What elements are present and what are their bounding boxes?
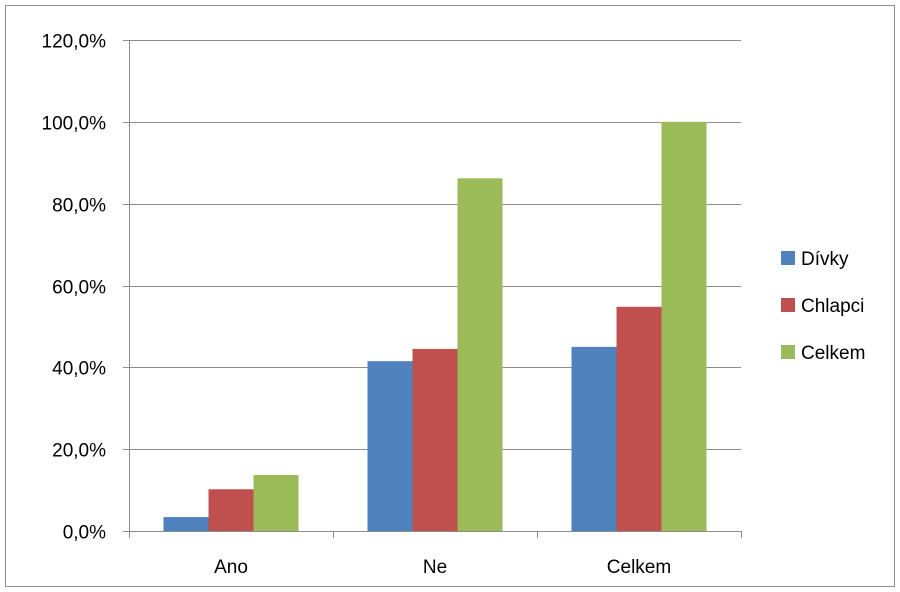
axes [129,40,742,538]
y-tick-label: 0,0% [63,523,106,544]
bars [163,121,707,531]
legend-swatch [781,298,795,312]
bar-d-vky-ano [163,517,209,531]
y-tick-label: 20,0% [52,441,106,462]
y-tick-label: 120,0% [42,32,107,53]
bar-d-vky-ne [367,361,413,531]
legend-swatch [781,251,795,265]
x-tick-label: Celkem [607,557,671,578]
x-tick-label: Ne [423,557,447,578]
y-tick-label: 40,0% [52,359,106,380]
legend-label: Chlapci [801,296,864,317]
y-tick-label: 80,0% [52,196,106,217]
bar-chlapci-ano [208,489,254,531]
y-tick-labels: 0,0% 20,0% 40,0% 60,0% 80,0% 100,0% 120,0% [42,32,107,544]
legend-label: Celkem [801,343,865,364]
legend-label: Dívky [801,249,849,270]
bar-chlapci-celkem [616,306,662,531]
bar-celkem-ano [253,474,299,531]
bar-celkem-ne [457,178,503,531]
bar-celkem-celkem [661,121,707,531]
y-tick-label: 100,0% [42,114,107,135]
x-tick-labels: Ano Ne Celkem [214,557,671,578]
x-tick-label: Ano [214,557,248,578]
legend: Dívky Chlapci Celkem [781,249,865,364]
legend-swatch [781,345,795,359]
bar-d-vky-celkem [571,346,617,531]
bar-chlapci-ne [412,348,458,531]
y-tick-label: 60,0% [52,278,106,299]
